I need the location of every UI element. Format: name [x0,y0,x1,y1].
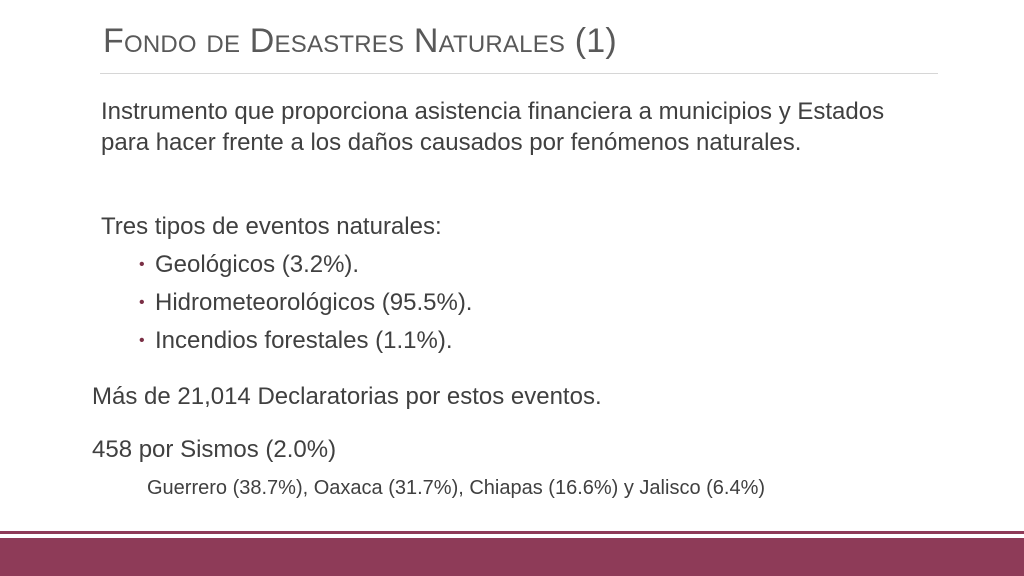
title-divider [100,73,938,74]
list-item-label: Incendios forestales (1.1%). [155,327,453,354]
declaratorias-text: Más de 21,014 Declaratorias por estos ev… [92,383,602,410]
list-item-label: Geológicos (3.2%). [155,251,360,278]
list-item: • Incendios forestales (1.1%). [139,325,472,363]
list-item: • Hidrometeorológicos (95.5%). [139,287,472,325]
states-breakdown: Guerrero (38.7%), Oaxaca (31.7%), Chiapa… [147,477,766,499]
event-types-list: • Geológicos (3.2%). • Hidrometeorológic… [139,249,472,363]
list-item-label: Hidrometeorológicos (95.5%). [155,289,473,316]
types-heading: Tres tipos de eventos naturales: [101,213,442,240]
slide-title: Fondo de Desastres Naturales (1) [103,22,617,60]
footer-accent-line [0,531,1024,534]
list-item: • Geológicos (3.2%). [139,249,472,287]
bullet-dot-icon: • [139,256,145,273]
bullet-dot-icon: • [139,294,145,311]
intro-paragraph: Instrumento que proporciona asistencia f… [101,98,885,156]
footer-bar [0,538,1024,576]
sismos-text: 458 por Sismos (2.0%) [92,436,337,463]
bullet-dot-icon: • [139,332,145,349]
